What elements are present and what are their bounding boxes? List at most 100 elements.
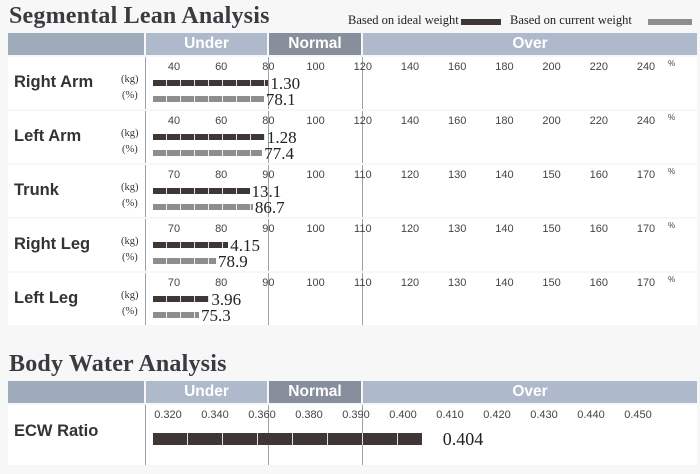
ecw-ratio-row: ECW Ratio 0.320 0.340 0.360 0.380 0.390 0.400…	[8, 405, 697, 465]
ecw-tick-label: 0.400	[389, 409, 417, 421]
ideal-weight-bar	[153, 296, 210, 302]
lean-mass-pct-value: 77.4	[264, 144, 294, 163]
lean-mass-pct-value: 75.3	[201, 306, 231, 325]
segmental-title: Segmental Lean Analysis	[9, 3, 270, 29]
scale-tick-label: 160	[448, 61, 467, 73]
lean-mass-kg-value: 1.30	[270, 74, 301, 93]
row-divider	[362, 111, 363, 163]
ideal-weight-bar	[153, 134, 265, 140]
row-divider	[145, 111, 146, 163]
scale-tick-label: 130	[448, 169, 467, 181]
scale-tick-label: 140	[400, 115, 420, 127]
scale-tick-label: 110	[354, 277, 372, 289]
unit-kg: (kg)	[121, 290, 139, 301]
row-divider	[268, 165, 269, 217]
segment-label: Trunk	[14, 181, 59, 199]
water-header-label-cell	[8, 381, 144, 403]
current-weight-bar	[153, 150, 263, 156]
scale-tick-label: 80	[215, 223, 228, 235]
ecw-tick-label: 0.340	[201, 409, 229, 421]
lean-mass-pct-value: 86.7	[254, 198, 285, 217]
percent-sign: %	[668, 167, 676, 176]
scale-tick-label: 40	[167, 115, 181, 127]
scale-tick-label: 170	[636, 169, 656, 181]
scale-tick-label: 80	[215, 277, 228, 289]
scale-tick-label: 80	[215, 169, 228, 181]
row-divider	[268, 219, 269, 271]
row-divider	[145, 405, 146, 465]
scale-tick-label: 200	[542, 115, 561, 127]
scale-tick-label: 160	[589, 169, 608, 181]
scale-tick-label: 120	[400, 223, 420, 235]
unit-pct: (%)	[122, 144, 138, 155]
scale-tick-label: 220	[589, 115, 608, 127]
ecw-tick-label: 0.440	[577, 409, 605, 421]
segment-row: Right Arm (kg) (%) 40 60 80 100 120 140 160 180 200…	[8, 57, 697, 109]
scale-tick-label: 80	[262, 61, 275, 73]
current-weight-bar	[153, 258, 216, 264]
scale-tick-label: 240	[636, 115, 656, 127]
legend-ideal-swatch	[461, 19, 501, 25]
header-label-cell	[8, 33, 144, 55]
current-weight-bar	[153, 204, 253, 210]
header-over: Over	[363, 33, 697, 55]
unit-kg: (kg)	[121, 236, 139, 247]
lean-mass-pct-value: 78.9	[218, 252, 248, 271]
row-divider	[268, 273, 269, 325]
scale-tick-label: 80	[262, 115, 275, 127]
unit-pct: (%)	[122, 90, 138, 101]
legend-ideal-label: Based on ideal weight	[348, 13, 459, 27]
unit-pct: (%)	[122, 252, 138, 263]
scale-tick-label: 70	[167, 223, 181, 235]
row-divider	[268, 111, 269, 163]
segment-row: Left Arm (kg) (%) 40 60 80 100 120 140 160 180 200 2…	[8, 111, 697, 163]
lean-mass-kg-value: 1.28	[266, 128, 297, 147]
scale-tick-label: 180	[495, 115, 514, 127]
scale-tick-label: 100	[306, 115, 325, 127]
ecw-tick-label: 0.380	[295, 409, 323, 421]
unit-kg: (kg)	[121, 182, 139, 193]
scale-tick-label: 140	[495, 223, 514, 235]
scale-tick-label: 60	[215, 61, 228, 73]
unit-kg: (kg)	[121, 74, 139, 85]
current-weight-bar	[153, 312, 200, 318]
scale-tick-label: 140	[495, 277, 514, 289]
unit-pct: (%)	[122, 198, 138, 209]
row-divider	[362, 219, 363, 271]
percent-sign: %	[668, 59, 676, 68]
scale-tick-label: 140	[400, 61, 420, 73]
lean-mass-kg-value: 3.96	[211, 290, 242, 309]
segment-label: Left Arm	[14, 127, 82, 145]
ecw-ratio-bar	[153, 433, 422, 445]
ecw-ratio-label: ECW Ratio	[14, 422, 99, 440]
ecw-tick-label: 0.410	[436, 409, 464, 421]
current-weight-bar	[153, 96, 264, 102]
water-header-under: Under	[146, 381, 267, 403]
water-header-normal: Normal	[269, 381, 361, 403]
scale-tick-label: 100	[306, 61, 325, 73]
scale-tick-label: 170	[636, 223, 656, 235]
scale-tick-label: 160	[589, 277, 608, 289]
segment-row: Left Leg (kg) (%) 70 80 90 100 110 120 130 140 150 1…	[8, 273, 697, 325]
scale-tick-label: 110	[354, 169, 372, 181]
scale-tick-label: 120	[400, 169, 420, 181]
row-divider	[145, 57, 146, 109]
percent-sign: %	[668, 275, 676, 284]
percent-sign: %	[668, 113, 676, 122]
segment-row: Right Leg (kg) (%) 70 80 90 100 110 120 130 140 150…	[8, 219, 697, 271]
scale-tick-label: 150	[542, 169, 561, 181]
scale-tick-label: 220	[589, 61, 608, 73]
scale-tick-label: 180	[495, 61, 514, 73]
scale-tick-label: 60	[215, 115, 228, 127]
scale-tick-label: 160	[448, 115, 467, 127]
segment-label: Left Leg	[14, 289, 79, 307]
ecw-tick-label: 0.390	[342, 409, 370, 421]
scale-tick-label: 90	[262, 169, 275, 181]
segment-label: Right Leg	[14, 235, 91, 253]
scale-tick-label: 110	[354, 223, 372, 235]
scale-tick-label: 70	[167, 169, 181, 181]
scale-tick-label: 160	[589, 223, 608, 235]
unit-pct: (%)	[122, 306, 138, 317]
lean-mass-pct-value: 78.1	[265, 90, 296, 109]
scale-tick-label: 120	[400, 277, 420, 289]
